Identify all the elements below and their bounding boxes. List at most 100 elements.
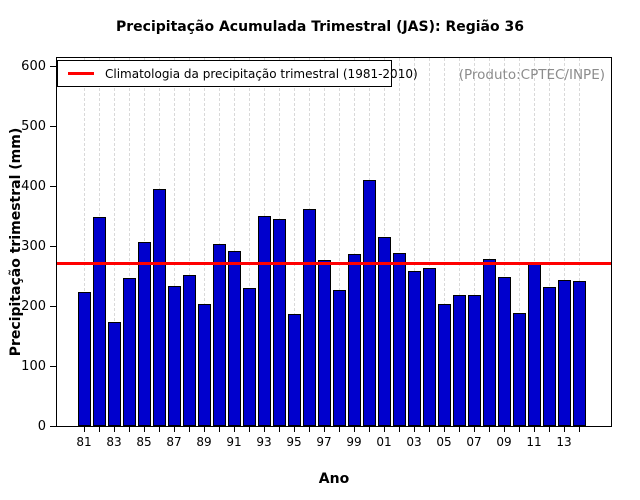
bar-06 — [452, 295, 466, 426]
x-tick — [83, 426, 85, 432]
x-tick-label: 83 — [106, 435, 122, 449]
x-tick — [113, 426, 115, 432]
gridline — [443, 58, 445, 426]
x-tick — [443, 426, 445, 432]
bar-92 — [242, 288, 256, 426]
gridline — [203, 58, 205, 426]
bar-07 — [467, 294, 481, 426]
gridline — [413, 58, 415, 426]
gridline — [578, 58, 580, 426]
gridline — [488, 58, 490, 426]
x-tick — [533, 426, 535, 432]
gridline — [428, 58, 430, 426]
x-tick-label: 89 — [196, 435, 212, 449]
y-tick-label: 200 — [21, 298, 46, 314]
bar-98 — [332, 290, 346, 426]
x-tick — [548, 426, 550, 432]
y-axis: 0 100 200 300 400 500 600 — [0, 58, 57, 434]
x-tick-label: 85 — [136, 435, 152, 449]
bar-97 — [317, 260, 331, 426]
x-tick-label: 99 — [346, 435, 362, 449]
bar-04 — [422, 267, 436, 426]
bar-10 — [512, 312, 526, 426]
bar-11 — [527, 264, 541, 426]
y-tick — [50, 245, 57, 247]
x-tick — [203, 426, 205, 432]
x-tick — [563, 426, 565, 432]
gridline — [173, 58, 175, 426]
bar-94 — [272, 219, 286, 426]
x-tick — [518, 426, 520, 432]
y-tick-label: 400 — [21, 178, 46, 194]
x-tick — [323, 426, 325, 432]
y-tick — [50, 305, 57, 307]
x-tick-label: 01 — [376, 435, 392, 449]
gridline — [548, 58, 550, 426]
x-tick — [278, 426, 280, 432]
x-tick — [488, 426, 490, 432]
gridline — [143, 58, 145, 426]
legend-box: Climatologia da precipitação trimestral … — [57, 60, 418, 87]
bar-95 — [287, 313, 301, 426]
x-tick — [293, 426, 295, 432]
gridline — [188, 58, 190, 426]
x-tick-label: 87 — [166, 435, 182, 449]
x-tick-label: 95 — [286, 435, 302, 449]
bar-87 — [167, 285, 181, 426]
gridline — [518, 58, 520, 426]
x-tick — [353, 426, 355, 432]
y-tick-label: 500 — [21, 118, 46, 134]
x-tick-label: 11 — [526, 435, 542, 449]
bar-86 — [152, 189, 166, 426]
y-tick — [50, 425, 57, 427]
bar-84 — [122, 278, 136, 426]
bar-89 — [197, 303, 211, 426]
y-axis-label: Precipitação trimestral (mm) — [8, 127, 24, 357]
x-tick-label: 03 — [406, 435, 422, 449]
x-tick — [233, 426, 235, 432]
bar-09 — [497, 277, 511, 426]
bar-85 — [137, 242, 151, 426]
x-tick — [458, 426, 460, 432]
x-tick — [398, 426, 400, 432]
gridline — [83, 58, 85, 426]
gridline — [113, 58, 115, 426]
x-tick — [263, 426, 265, 432]
x-tick-label: 97 — [316, 435, 332, 449]
gridline — [563, 58, 565, 426]
bar-82 — [92, 216, 106, 426]
gridline — [458, 58, 460, 426]
gridline — [128, 58, 130, 426]
x-tick — [308, 426, 310, 432]
bar-00 — [362, 180, 376, 426]
bar-01 — [377, 237, 391, 426]
x-tick-label: 05 — [436, 435, 452, 449]
x-tick — [338, 426, 340, 432]
gridline — [218, 58, 220, 426]
bar-03 — [407, 271, 421, 426]
x-tick — [578, 426, 580, 432]
x-tick — [413, 426, 415, 432]
x-tick — [143, 426, 145, 432]
bar-99 — [347, 254, 361, 426]
bar-13 — [557, 279, 571, 426]
x-tick — [383, 426, 385, 432]
x-tick — [188, 426, 190, 432]
gridline — [503, 58, 505, 426]
legend-line-sample — [68, 72, 94, 75]
y-tick-label: 300 — [21, 238, 46, 254]
gridline — [293, 58, 295, 426]
y-tick-label: 0 — [37, 418, 46, 434]
x-tick-label: 07 — [466, 435, 482, 449]
x-tick — [173, 426, 175, 432]
bar-91 — [227, 251, 241, 426]
x-tick — [428, 426, 430, 432]
bar-81 — [77, 292, 91, 426]
y-tick — [50, 185, 57, 187]
bar-90 — [212, 243, 226, 426]
x-tick — [368, 426, 370, 432]
x-tick — [158, 426, 160, 432]
chart-title: Precipitação Acumulada Trimestral (JAS):… — [116, 19, 524, 35]
plot-area — [57, 58, 611, 426]
legend-label: Climatologia da precipitação trimestral … — [105, 66, 418, 81]
